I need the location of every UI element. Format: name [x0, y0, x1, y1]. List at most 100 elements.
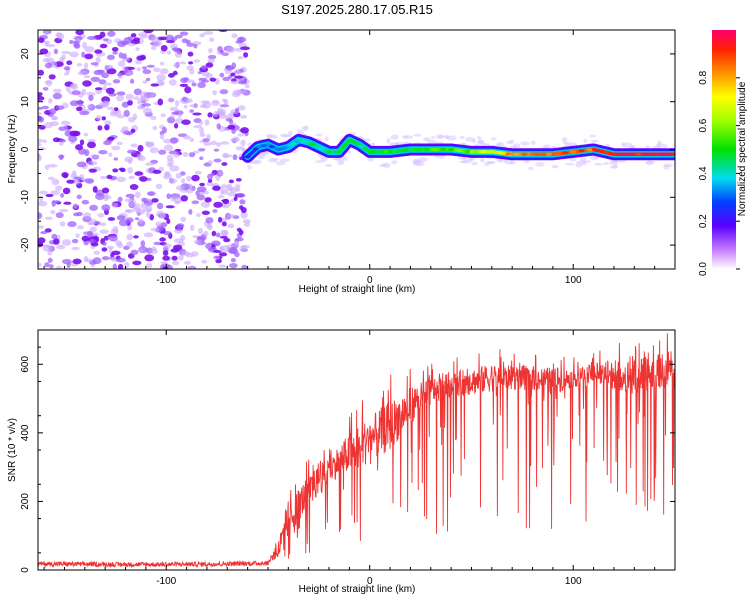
noise-blob — [191, 82, 197, 87]
noise-blob — [121, 126, 129, 132]
noise-blob — [219, 89, 229, 95]
noise-blob — [133, 96, 140, 100]
noise-blob — [101, 116, 107, 121]
ridge-blob — [513, 152, 520, 156]
noise-blob — [51, 178, 60, 186]
noise-blob — [90, 242, 99, 247]
noise-blob — [228, 179, 234, 184]
noise-blob — [236, 193, 246, 198]
snr-ylabel: SNR (10 * v/v) — [7, 418, 18, 482]
ridge-blob — [505, 152, 512, 156]
ridge-blob — [594, 148, 601, 153]
noise-blob — [236, 227, 242, 232]
noise-blob — [210, 140, 218, 146]
noise-blob — [189, 137, 195, 143]
noise-blob — [230, 72, 236, 77]
ridge-blob — [423, 147, 430, 152]
colorbar-tick-label: 0.0 — [698, 262, 709, 276]
noise-blob — [126, 241, 133, 248]
noise-blob — [196, 194, 205, 201]
noise-blob — [136, 55, 145, 61]
noise-blob — [218, 114, 228, 119]
noise-blob — [162, 266, 169, 269]
noise-blob — [117, 196, 123, 203]
faint-blob — [386, 138, 391, 144]
ridge-blob — [497, 151, 503, 155]
noise-blob — [152, 169, 162, 174]
noise-blob — [142, 80, 148, 84]
noise-blob — [81, 199, 90, 205]
spectrogram-ylabel: Frequency (Hz) — [7, 115, 18, 184]
ridge-blob — [643, 152, 650, 156]
noise-blob — [145, 211, 151, 218]
noise-blob — [42, 87, 49, 91]
faint-blob — [431, 136, 436, 139]
noise-blob — [212, 185, 221, 191]
ridge-blob — [456, 148, 463, 153]
noise-blob — [83, 212, 91, 220]
noise-blob — [129, 202, 137, 207]
noise-blob — [137, 98, 143, 105]
noise-blob — [116, 95, 125, 102]
noise-blob — [159, 68, 169, 75]
noise-blob — [178, 254, 184, 261]
noise-blob — [242, 219, 252, 224]
noise-blob — [219, 235, 228, 239]
noise-blob — [140, 240, 146, 248]
noise-blob — [119, 168, 126, 173]
noise-blob — [231, 128, 236, 134]
noise-blob — [157, 98, 164, 106]
faint-blob — [520, 141, 530, 146]
noise-blob — [111, 250, 121, 256]
noise-blob — [194, 170, 203, 175]
noise-blob — [113, 109, 122, 116]
noise-blob — [48, 264, 54, 269]
ridge-blob — [448, 147, 455, 152]
noise-blob — [200, 201, 211, 208]
noise-blob — [160, 61, 164, 66]
noise-blob — [160, 45, 168, 52]
ridge-blob — [627, 152, 634, 156]
noise-blob — [139, 91, 149, 99]
noise-blob — [169, 165, 180, 172]
noise-blob — [156, 202, 164, 210]
faint-blob — [324, 136, 329, 142]
noise-blob — [48, 98, 53, 104]
noise-blob — [67, 221, 77, 228]
noise-blob — [212, 90, 218, 96]
colorbar-tick-label: 0.2 — [698, 214, 709, 228]
noise-blob — [197, 71, 202, 75]
noise-blob — [38, 69, 44, 76]
ridge-blob — [521, 152, 528, 156]
noise-blob — [218, 216, 223, 223]
faint-blob — [427, 139, 438, 145]
noise-blob — [227, 124, 236, 130]
noise-blob — [179, 31, 189, 36]
noise-blob — [174, 50, 183, 58]
noise-blob — [60, 120, 71, 126]
noise-blob — [179, 61, 187, 65]
noise-blob — [243, 52, 249, 58]
colorbar-label: Normalized spectral amplitude — [737, 81, 748, 216]
faint-blob — [480, 157, 485, 163]
noise-blob — [159, 133, 165, 140]
noise-blob — [129, 184, 139, 190]
ridge-blob — [252, 147, 259, 151]
noise-blob — [124, 66, 129, 73]
noise-blob — [99, 31, 106, 38]
noise-blob — [41, 105, 49, 110]
noise-blob — [90, 76, 101, 82]
noise-blob — [201, 259, 208, 264]
ridge-blob — [488, 150, 495, 154]
faint-blob — [575, 162, 583, 168]
noise-blob — [158, 81, 165, 86]
noise-blob — [106, 174, 113, 180]
noise-blob — [240, 115, 248, 119]
faint-blob — [611, 159, 619, 163]
noise-blob — [99, 222, 107, 227]
noise-blob — [97, 212, 105, 218]
y-tick-label: 200 — [20, 493, 31, 510]
noise-blob — [137, 32, 148, 37]
noise-blob — [240, 139, 246, 147]
faint-blob — [488, 160, 496, 164]
